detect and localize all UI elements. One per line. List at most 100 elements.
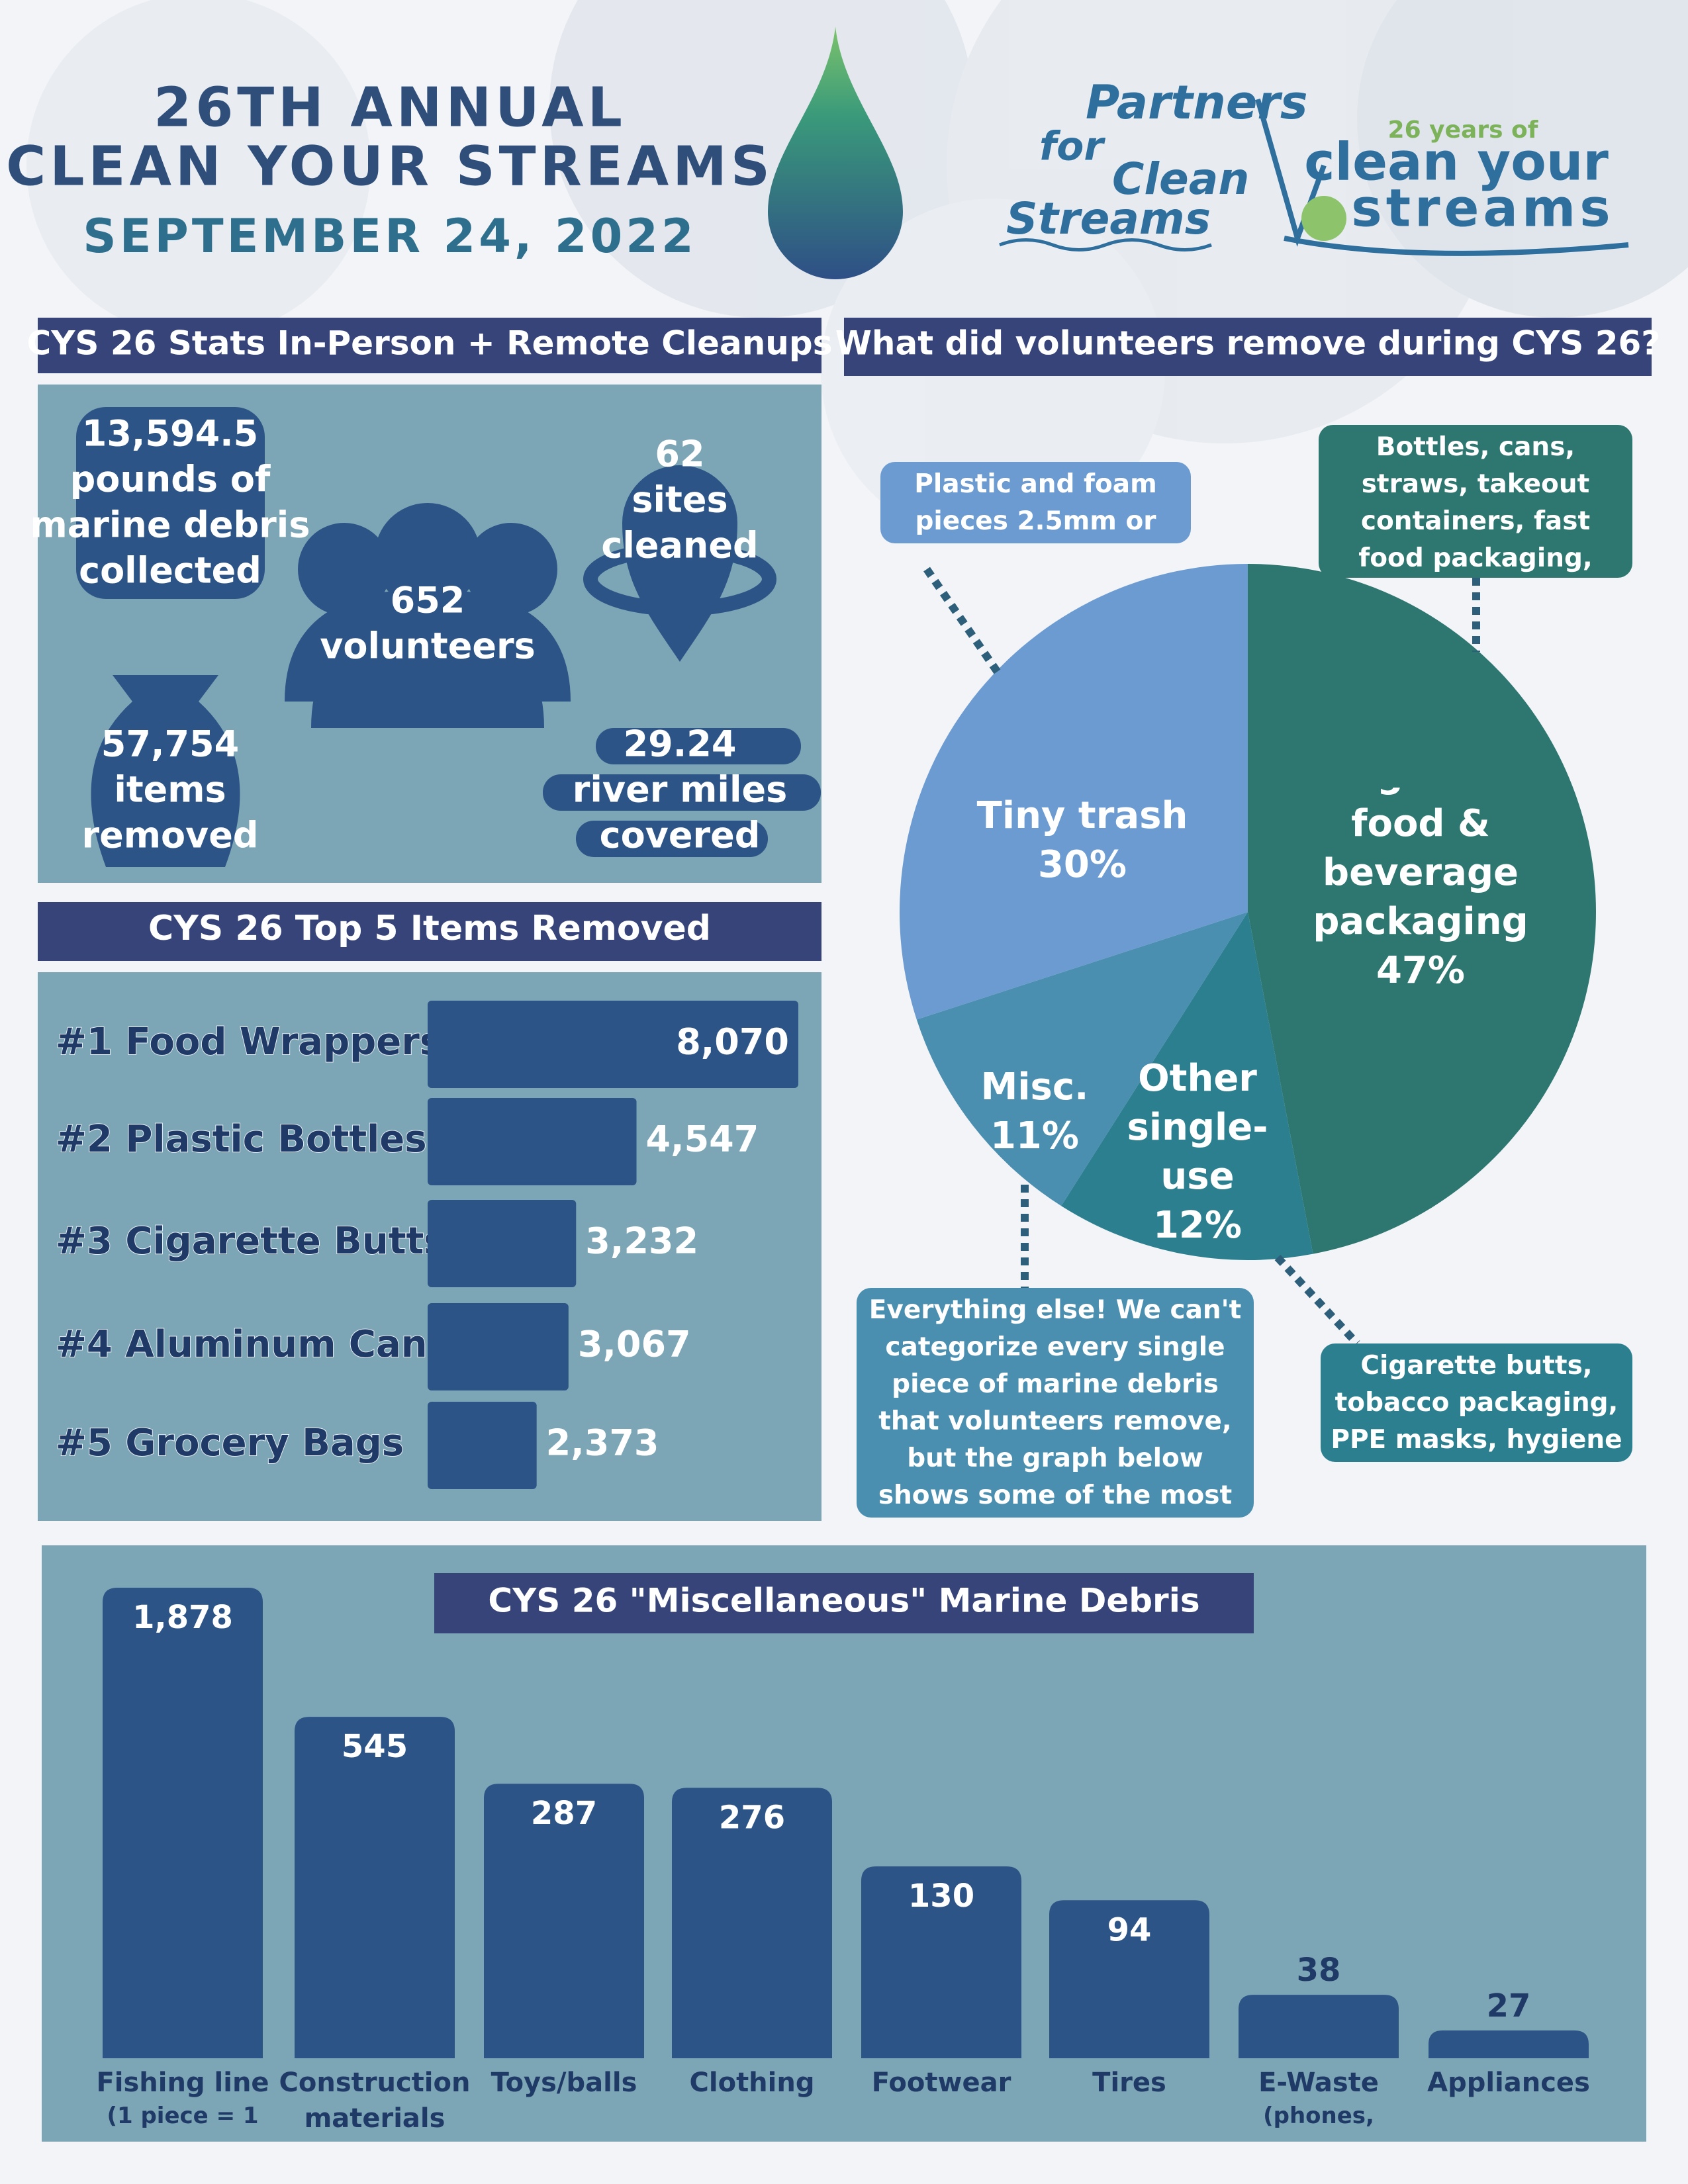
bar: [428, 1303, 569, 1390]
bar: [103, 1588, 263, 2058]
bar: [428, 1001, 798, 1088]
section-title: CYS 26 "Miscellaneous" Marine Debris: [488, 1582, 1199, 1620]
title: CLEAN YOUR STREAMS: [6, 135, 774, 198]
stat-value: 62: [655, 433, 704, 475]
category-label: Fishing line: [96, 2068, 269, 2098]
drop-logo: [768, 26, 903, 279]
logo-graphic: [1255, 98, 1629, 256]
slice-label: Misc.: [980, 1066, 1089, 1109]
bar: [1239, 1995, 1399, 2058]
category-label-box: E-Waste: [1258, 2068, 1379, 2098]
logo-text: Clean: [1112, 154, 1249, 205]
pie-slice: [1248, 563, 1597, 1254]
category-label: E-Waste: [1258, 2068, 1379, 2098]
bar: [295, 1717, 455, 2058]
slice-value: 30%: [1037, 843, 1127, 886]
category-label: #3 Cigarette Butts: [56, 1220, 446, 1263]
callout-line: [923, 567, 1003, 678]
slice-value-box: 30%: [1037, 843, 1127, 886]
category-label-box: Clothing: [689, 2068, 815, 2098]
logo-text: Streams: [1006, 193, 1211, 244]
value-label: 1,878: [132, 1599, 233, 1636]
bar: [484, 1784, 644, 2058]
category-label-box: Construction materials: [279, 2068, 471, 2134]
category-label-box: Appliances: [1427, 2068, 1590, 2098]
frog: [1301, 196, 1346, 241]
bar: [428, 1098, 637, 1185]
logo-partners: Partners for Clean Streams: [999, 75, 1308, 251]
value-label: 287: [531, 1795, 597, 1832]
bar: [1049, 1900, 1209, 2058]
stat-label: sites: [632, 479, 727, 521]
icons: [76, 407, 821, 867]
slice-value: 47%: [1376, 949, 1466, 992]
title: 26TH ANNUAL: [154, 76, 626, 139]
slice-label-box: Other single-use: [1127, 1057, 1268, 1198]
slice-value-box: 11%: [990, 1115, 1080, 1158]
logo-tagline: 26 years of: [1388, 116, 1538, 144]
stat-label: removed: [81, 815, 258, 856]
category-label: Tires: [1092, 2068, 1166, 2098]
section-header: [434, 1573, 1254, 1633]
slice-label: Tiny trash: [976, 794, 1188, 837]
category-label: Clothing: [689, 2068, 815, 2098]
callout-text: Bottles, cans, straws, takeout container…: [1358, 432, 1593, 573]
category-label-box: Fishing line: [96, 2068, 269, 2098]
callout-text-box: Cigarette butts, tobacco packaging, PPE …: [1331, 1351, 1622, 1455]
section-header: [38, 902, 821, 961]
stat-value: 29.24: [624, 723, 737, 765]
slice-label-box: Misc.: [980, 1066, 1089, 1109]
value-label: 94: [1107, 1911, 1152, 1948]
value-label: 38: [1297, 1952, 1341, 1989]
value-label: 27: [1487, 1987, 1531, 2025]
value-label: 4,547: [646, 1118, 759, 1160]
stat-label: collected: [79, 550, 261, 592]
stat-label: river miles: [573, 769, 787, 811]
stat-value: 57,754: [101, 723, 239, 765]
callout-box: [880, 462, 1191, 543]
category-note: (1 piece = 1 yard): [107, 2103, 259, 2129]
stat-label: covered: [600, 815, 761, 856]
stat-label: volunteers: [320, 625, 536, 667]
bar: [1429, 2030, 1589, 2058]
slice-value-box: 12%: [1153, 1204, 1242, 1247]
pie-slice: [899, 564, 1248, 1020]
section-title: CYS 26 Stats In-Person + Remote Cleanups: [27, 324, 833, 363]
bar: [428, 1402, 537, 1489]
category-label: #1 Food Wrappers: [56, 1021, 442, 1064]
stat-label: items: [114, 769, 226, 811]
value-label: 276: [719, 1799, 785, 1836]
section-header: [844, 318, 1652, 376]
category-label-box: Tires: [1092, 2068, 1166, 2098]
slice-label: Single-use food & beverage packaging: [1311, 788, 1530, 943]
callout-text-box: Everything else! We can't categorize eve…: [868, 1295, 1242, 1510]
section-title: What did volunteers remove during CYS 26…: [835, 324, 1661, 363]
bar: [861, 1866, 1021, 2058]
logo-text: clean your: [1304, 132, 1609, 192]
stat-label: cleaned: [601, 525, 758, 567]
stat-label: pounds of: [70, 459, 271, 500]
slice-label: Other single-use: [1127, 1057, 1268, 1198]
logo-text: for: [1039, 124, 1105, 170]
slice-value: 11%: [990, 1115, 1080, 1158]
slice-value-box: 47%: [1376, 949, 1466, 992]
callout-box: [857, 1288, 1254, 1518]
callout-text: Plastic and foam pieces 2.5mm or smaller: [914, 469, 1157, 536]
callout-text-box: Plastic and foam pieces 2.5mm or smaller: [914, 469, 1157, 536]
category-label-box: Toys/balls: [491, 2068, 637, 2098]
category-note: (phones, batteries): [1263, 2103, 1374, 2129]
category-label-box: Footwear: [871, 2068, 1011, 2098]
callout-line: [1274, 1254, 1360, 1347]
category-label: #5 Grocery Bags: [56, 1422, 404, 1465]
value-label: 3,067: [578, 1324, 691, 1365]
stat-value: 652: [391, 580, 465, 621]
category-label: Footwear: [871, 2068, 1011, 2098]
callout-text-box: Bottles, cans, straws, takeout container…: [1358, 432, 1593, 573]
value-label: 2,373: [546, 1422, 659, 1464]
category-label: #2 Plastic Bottles: [56, 1118, 427, 1161]
category-note-box: (1 piece = 1 yard): [107, 2103, 259, 2129]
callout-text: Everything else! We can't categorize eve…: [868, 1295, 1242, 1510]
logo-text: streams: [1351, 179, 1614, 238]
